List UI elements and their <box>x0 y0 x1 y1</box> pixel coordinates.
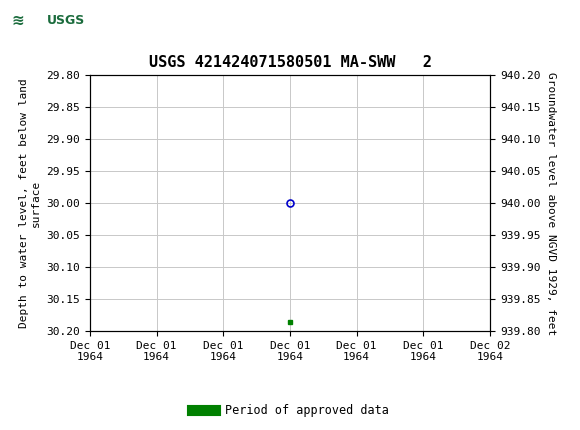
Title: USGS 421424071580501 MA-SWW   2: USGS 421424071580501 MA-SWW 2 <box>148 55 432 70</box>
Y-axis label: Groundwater level above NGVD 1929, feet: Groundwater level above NGVD 1929, feet <box>546 71 556 335</box>
Legend: Period of approved data: Period of approved data <box>187 399 393 422</box>
Y-axis label: Depth to water level, feet below land
surface: Depth to water level, feet below land su… <box>19 78 41 328</box>
FancyBboxPatch shape <box>6 3 81 37</box>
Text: USGS: USGS <box>48 14 85 27</box>
Text: ≋: ≋ <box>12 13 24 28</box>
